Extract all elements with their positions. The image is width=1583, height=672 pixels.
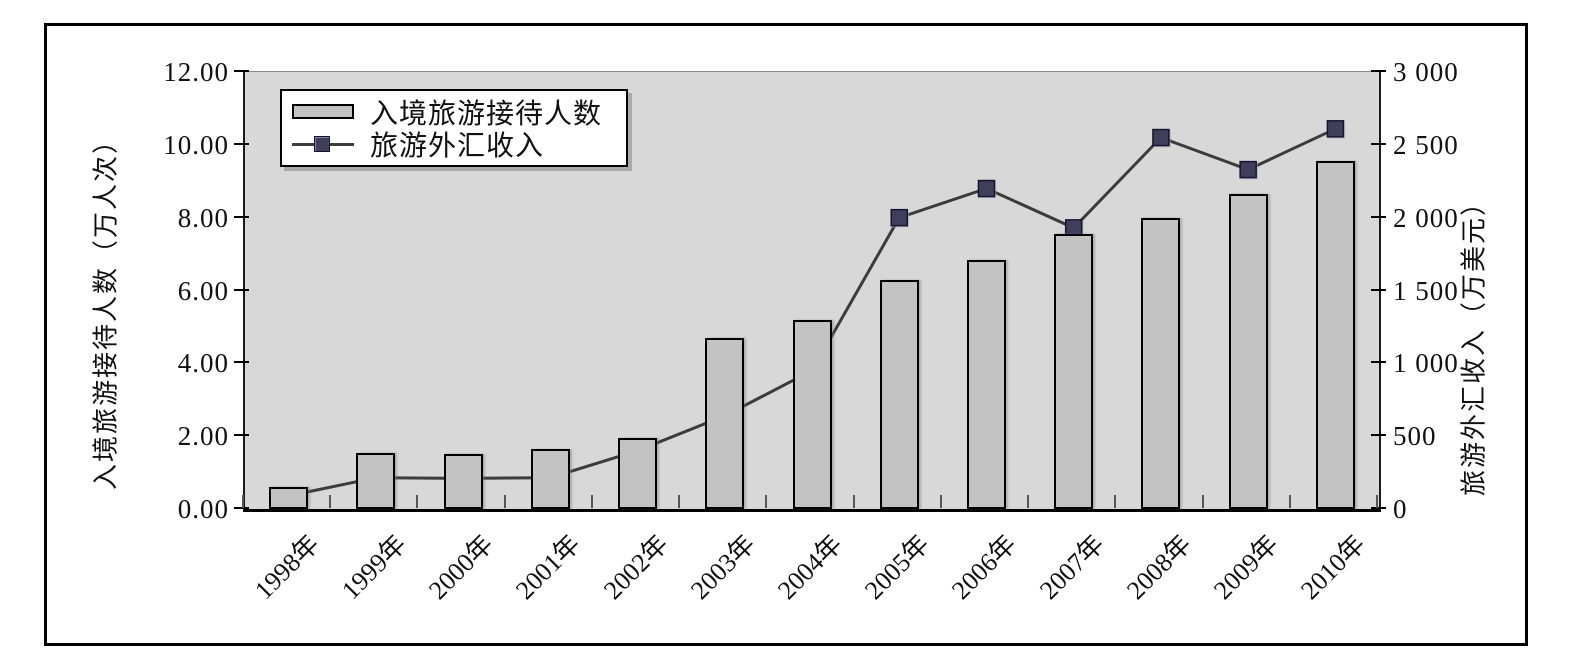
right-axis-tick-label: 1 500 (1393, 275, 1459, 306)
line-marker-2005年 (890, 208, 908, 227)
left-axis-tick-label: 0.00 (177, 494, 229, 524)
left-axis-tick-label: 2.00 (177, 421, 229, 452)
x-axis-tick (1027, 495, 1030, 508)
right-axis-tick (1371, 70, 1386, 72)
x-axis-tick (852, 495, 855, 508)
left-axis-tick (234, 288, 249, 291)
bar-2002年 (618, 437, 658, 509)
x-axis-tick (1114, 495, 1117, 508)
x-axis-tick (1376, 495, 1378, 508)
bar-2006年 (966, 259, 1006, 509)
left-axis-title: 入境旅游接待人数（万人次） (91, 125, 121, 491)
right-axis-tick (1371, 507, 1386, 509)
left-axis-tick (234, 361, 249, 364)
right-axis-tick (1371, 215, 1386, 218)
left-axis-tick-label: 6.00 (177, 275, 229, 306)
bar-2008年 (1141, 217, 1181, 509)
legend-bar-label: 入境旅游接待人数 (370, 98, 603, 130)
legend-item-bar-series: 入境旅游接待人数 (292, 96, 616, 130)
x-axis-tick (765, 495, 768, 508)
left-axis-tick (234, 142, 249, 145)
left-axis-tick (234, 434, 249, 437)
right-axis-tick-label: 500 (1393, 421, 1437, 452)
right-axis-tick-label: 2 000 (1393, 202, 1459, 233)
right-axis-tick (1371, 361, 1386, 364)
line-marker-2008年 (1152, 128, 1170, 147)
bar-2004年 (792, 319, 832, 509)
legend-line-label: 旅游外汇收入 (370, 131, 545, 163)
line-marker-2006年 (977, 179, 996, 198)
bar-2003年 (705, 337, 745, 509)
legend-bar-swatch (292, 104, 354, 120)
left-axis-tick (234, 215, 249, 218)
bar-2010年 (1315, 161, 1355, 509)
left-axis-tick-label: 12.00 (163, 57, 229, 87)
x-axis-tick (590, 495, 593, 508)
right-axis-tick-label: 2 500 (1393, 129, 1459, 160)
legend: 入境旅游接待人数 旅游外汇收入 (280, 89, 628, 167)
legend-line-swatch (292, 135, 354, 153)
line-marker-2010年 (1326, 120, 1345, 138)
bar-1998年 (269, 487, 309, 509)
right-axis-tick (1371, 288, 1386, 291)
left-axis-tick-label: 10.00 (163, 129, 229, 160)
line-marker-2009年 (1239, 160, 1257, 179)
left-axis-tick (234, 507, 249, 509)
x-axis-tick (242, 495, 244, 508)
bar-2001年 (530, 448, 570, 509)
x-axis-tick (329, 495, 332, 508)
x-axis-tick (416, 495, 419, 508)
x-axis-tick (1288, 495, 1291, 508)
x-axis-tick (1201, 495, 1204, 508)
right-axis-tick-label: 0 (1393, 494, 1408, 524)
x-axis-tick (503, 495, 506, 508)
bar-2005年 (879, 279, 919, 509)
left-axis-tick (234, 70, 249, 72)
x-axis-tick (678, 495, 681, 508)
bar-2000年 (443, 454, 483, 509)
bar-1999年 (356, 452, 396, 509)
legend-line-marker (314, 136, 330, 153)
right-axis-tick-label: 1 000 (1393, 348, 1459, 379)
legend-item-line-series: 旅游外汇收入 (292, 128, 616, 162)
x-axis-tick (939, 495, 942, 508)
right-axis-tick (1371, 142, 1386, 145)
right-axis-tick-label: 3 000 (1393, 57, 1459, 87)
right-axis-tick (1371, 434, 1386, 437)
left-axis-tick-label: 4.00 (177, 348, 229, 379)
bar-2007年 (1054, 234, 1094, 509)
left-axis-tick-label: 8.00 (177, 202, 229, 233)
bar-2009年 (1228, 193, 1268, 509)
